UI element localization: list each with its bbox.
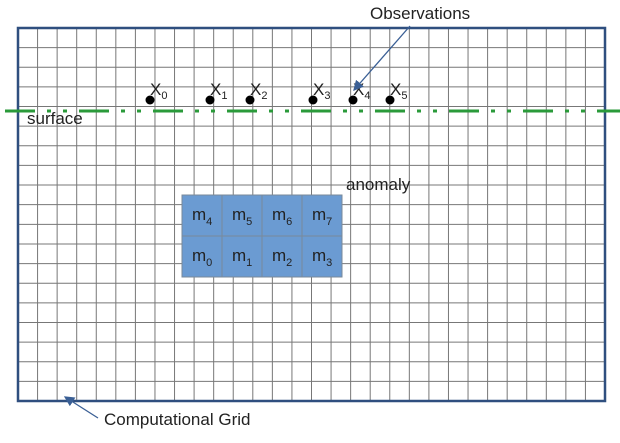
observation-index: 0 (161, 90, 167, 102)
surface-label: surface (27, 109, 83, 128)
anomaly-cell (221, 194, 263, 237)
cell-symbol: m (312, 246, 326, 265)
cell-symbol: m (272, 205, 286, 224)
cell-label: m5 (232, 205, 252, 228)
cell-symbol: m (232, 246, 246, 265)
cell-label: m0 (192, 246, 212, 269)
anomaly-cell (301, 235, 343, 278)
anomaly-cell (221, 235, 263, 278)
cell-index: 1 (246, 257, 252, 269)
cell-index: 5 (246, 216, 252, 228)
grid-border (16, 26, 607, 403)
cell-label: m3 (312, 246, 332, 269)
observation-index: 2 (261, 90, 267, 102)
observation-index: 5 (401, 90, 407, 102)
observations-arrow (353, 25, 411, 91)
observations: X0 X1 X2 X3 X4 X5 (145, 80, 407, 105)
grid-label: Computational Grid (104, 410, 250, 429)
observation-point (308, 95, 318, 105)
cell-index: 6 (286, 216, 292, 228)
observation-symbol: X (250, 80, 261, 99)
observation-label: X4 (353, 80, 370, 102)
observation-index: 4 (364, 90, 370, 102)
cell-label: m2 (272, 246, 292, 269)
cell-symbol: m (232, 205, 246, 224)
observation-point (145, 95, 155, 105)
observation-symbol: X (150, 80, 161, 99)
cell-label: m6 (272, 205, 292, 228)
observation-symbol: X (390, 80, 401, 99)
observation-point (205, 95, 215, 105)
anomaly-label: anomaly (346, 175, 411, 194)
observation-symbol: X (313, 80, 324, 99)
grid-arrow (63, 396, 99, 419)
observation-point (348, 95, 358, 105)
observation-symbol: X (210, 80, 221, 99)
cell-symbol: m (192, 205, 206, 224)
observation-label: X0 (150, 80, 167, 102)
cell-index: 2 (286, 257, 292, 269)
observation-index: 3 (324, 90, 330, 102)
observation-label: X2 (250, 80, 267, 102)
observations-label: Observations (370, 4, 470, 23)
observation-label: X3 (313, 80, 330, 102)
anomaly-cell (301, 194, 343, 237)
cell-index: 4 (206, 216, 212, 228)
cell-label: m1 (232, 246, 252, 269)
cell-label: m4 (192, 205, 212, 228)
cell-symbol: m (192, 246, 206, 265)
cell-index: 7 (326, 216, 332, 228)
observation-point (385, 95, 395, 105)
observation-label: X5 (390, 80, 407, 102)
cell-symbol: m (272, 246, 286, 265)
cell-symbol: m (312, 205, 326, 224)
anomaly-cell (181, 194, 223, 237)
anomaly-cell (261, 194, 303, 237)
cell-label: m7 (312, 205, 332, 228)
observation-label: X1 (210, 80, 227, 102)
observation-index: 1 (221, 90, 227, 102)
cell-index: 3 (326, 257, 332, 269)
cell-index: 0 (206, 257, 212, 269)
observation-point (245, 95, 255, 105)
